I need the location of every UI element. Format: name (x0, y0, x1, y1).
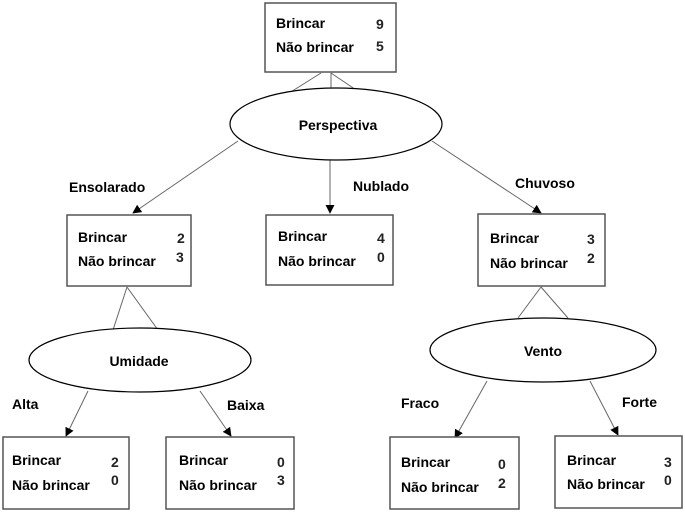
node-root-row1-label: Brincar (276, 15, 326, 31)
edge-label-strong: Forte (622, 394, 657, 410)
node-wind-strong-row2-label: Não brincar (567, 476, 645, 492)
node-cloudy: Brincar 4 Não brincar 0 (265, 214, 394, 286)
node-sunny: Brincar 2 Não brincar 3 (66, 214, 192, 287)
node-rainy-row1-label: Brincar (490, 230, 540, 246)
node-wind-weak: Brincar 0 Não brincar 2 (389, 436, 520, 510)
edge-label-sunny: Ensolarado (69, 179, 145, 195)
node-humidity-high-row1-value: 2 (111, 454, 119, 470)
node-humidity-high-row1-label: Brincar (12, 452, 62, 468)
node-root-row1-value: 9 (376, 16, 384, 32)
node-wind-strong-row2-value: 0 (664, 472, 672, 488)
node-humidity-high: Brincar 2 Não brincar 0 (2, 436, 130, 510)
attribute-outlook: Perspectiva (229, 87, 443, 161)
edge-arrow-weak (454, 380, 488, 439)
edge-arrow-rainy (431, 140, 542, 214)
edge-label-weak: Fraco (401, 395, 439, 411)
node-rainy-row2-label: Não brincar (490, 255, 568, 271)
attribute-wind: Vento (429, 317, 657, 383)
node-wind-strong: Brincar 3 Não brincar 0 (554, 435, 683, 509)
edge-label-low: Baixa (227, 397, 265, 413)
node-root-row2-value: 5 (376, 38, 384, 54)
node-wind-weak-row2-label: Não brincar (401, 479, 479, 495)
edge-arrow-high (65, 390, 89, 437)
rainy-to-wind-connector (517, 286, 569, 319)
attribute-humidity: Umidade (28, 327, 252, 393)
edge-label-cloudy: Nublado (353, 178, 409, 194)
node-wind-weak-row1-value: 0 (498, 456, 506, 472)
node-humidity-high-row2-value: 0 (111, 472, 119, 488)
sunny-to-humidity-connector (112, 286, 159, 331)
node-sunny-row1-label: Brincar (78, 229, 128, 245)
node-humidity-high-row2-label: Não brincar (12, 477, 90, 493)
node-sunny-row2-label: Não brincar (78, 253, 156, 269)
node-wind-weak-row2-value: 2 (498, 475, 506, 491)
edge-arrow-strong (589, 380, 619, 436)
node-rainy-row1-value: 3 (587, 231, 595, 247)
node-humidity-low-row1-value: 0 (277, 454, 285, 470)
node-cloudy-row2-label: Não brincar (278, 253, 356, 269)
node-cloudy-row2-value: 0 (377, 249, 385, 265)
node-wind-weak-row1-label: Brincar (401, 454, 451, 470)
node-root-row2-label: Não brincar (276, 39, 354, 55)
edge-label-rainy: Chuvoso (515, 175, 575, 191)
node-cloudy-row1-value: 4 (377, 230, 385, 246)
node-rainy-row2-value: 2 (587, 250, 595, 266)
node-humidity-low-row2-label: Não brincar (179, 477, 257, 493)
node-wind-strong-row1-label: Brincar (567, 452, 617, 468)
node-humidity-low: Brincar 0 Não brincar 3 (165, 436, 295, 510)
node-wind-strong-row1-value: 3 (664, 454, 672, 470)
node-sunny-row1-value: 2 (177, 230, 185, 246)
edge-label-high: Alta (12, 396, 39, 412)
edge-arrow-low (199, 390, 232, 437)
attribute-outlook-label: Perspectiva (299, 117, 378, 133)
node-rainy: Brincar 3 Não brincar 2 (477, 213, 606, 287)
edge-arrow-sunny (132, 140, 239, 214)
attribute-wind-label: Vento (524, 343, 562, 359)
node-humidity-low-row1-label: Brincar (179, 452, 229, 468)
node-humidity-low-row2-value: 3 (277, 472, 285, 488)
attribute-humidity-label: Umidade (109, 353, 168, 369)
node-cloudy-row1-label: Brincar (278, 228, 328, 244)
node-sunny-row2-value: 3 (176, 249, 184, 265)
node-root: Brincar 9 Não brincar 5 (264, 2, 397, 73)
